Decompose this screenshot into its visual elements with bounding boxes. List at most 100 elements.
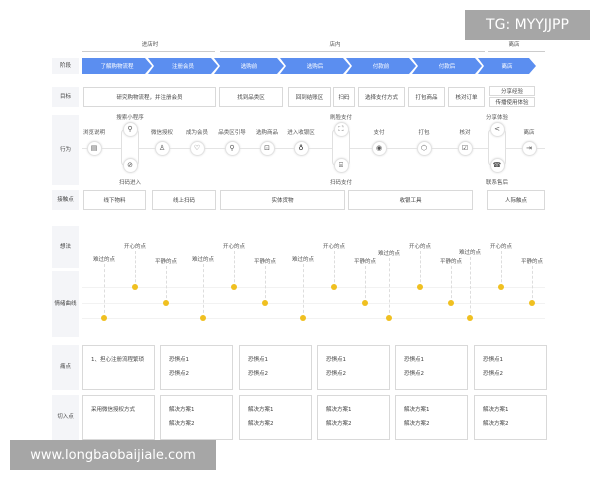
emotion-label: 难过的点 — [92, 257, 116, 263]
card-line: 解决方案1 — [248, 407, 274, 413]
opportunity-card: 解决方案1 解决方案2 — [395, 395, 468, 440]
emotion-dot — [498, 284, 504, 290]
goal-box: 打包商品 — [408, 87, 445, 107]
emotion-label: 难过的点 — [291, 257, 315, 263]
emotion-dot — [300, 315, 306, 321]
emotion-dot — [200, 315, 206, 321]
exit-icon[interactable]: ⇥ — [521, 140, 537, 156]
pain-point-card: 恐惧点1 恐惧点2 — [239, 345, 312, 390]
stage-1: 注册会员 — [148, 58, 218, 74]
behavior-label: 浏览说明 — [82, 130, 106, 136]
card-line: 解决方案1 — [404, 407, 430, 413]
touchpoint-box: 线上扫码 — [152, 190, 216, 210]
stage-6: 离店 — [478, 58, 536, 74]
emotion-label: 开心的点 — [322, 244, 346, 250]
row-label-behavior: 行为 — [52, 115, 79, 185]
behavior-label: 联系售后 — [485, 180, 509, 186]
goal-box: 分享经验 — [489, 86, 535, 96]
package-icon[interactable]: ⬡ — [416, 140, 432, 156]
emotion-connector — [470, 257, 471, 318]
behavior-label: 品类区引导 — [218, 130, 246, 136]
goal-box: 扫码 — [333, 87, 355, 107]
emotion-dot — [362, 300, 368, 306]
row-label-goal: 目标 — [52, 87, 79, 107]
card-line: 解决方案2 — [483, 421, 509, 427]
pain-point-card: 恐惧点1 恐惧点2 — [160, 345, 233, 390]
emotion-dot — [529, 300, 535, 306]
support-icon[interactable]: ☎ — [489, 157, 505, 173]
scan-icon[interactable]: ⌸ — [333, 157, 349, 173]
emotion-level-guide — [82, 303, 545, 304]
emotion-label: 开心的点 — [123, 244, 147, 250]
emotion-connector — [104, 264, 105, 318]
stage-3: 选购后 — [280, 58, 350, 74]
behavior-label: 选购商品 — [255, 130, 279, 136]
row-label-touchpoint: 接触点 — [52, 190, 79, 210]
card-line: 恐惧点2 — [404, 371, 424, 377]
emotion-dot — [467, 315, 473, 321]
emotion-connector — [265, 266, 266, 303]
emotion-label: 难过的点 — [191, 257, 215, 263]
touchpoint-box: 人际触点 — [487, 190, 545, 210]
share-icon[interactable]: < — [489, 121, 505, 137]
behavior-label: 分享体验 — [485, 115, 509, 121]
emotion-dot — [331, 284, 337, 290]
behavior-label: 微信授权 — [150, 130, 174, 136]
cart-icon[interactable]: ⊡ — [259, 140, 275, 156]
touchpoint-box: 收银工具 — [348, 190, 473, 210]
face-scan-icon[interactable]: ⛶ — [333, 121, 349, 137]
coin-icon[interactable]: ◉ — [371, 140, 387, 156]
emotion-dot — [417, 284, 423, 290]
card-line: 恐惧点2 — [248, 371, 268, 377]
user-icon[interactable]: ♙ — [154, 140, 170, 156]
phase-group-divider — [220, 51, 485, 52]
search-icon[interactable]: ⚲ — [122, 121, 138, 137]
card-line: 恐惧点2 — [326, 371, 346, 377]
watermark-bottom: www.longbaobaijiale.com — [10, 440, 216, 470]
stage-5: 付款后 — [412, 58, 482, 74]
money-bag-icon[interactable]: ♁ — [293, 140, 309, 156]
emotion-level-guide — [82, 318, 545, 319]
card-line: 恐惧点2 — [169, 371, 189, 377]
emotion-label: 难过的点 — [458, 250, 482, 256]
emotion-dot — [448, 300, 454, 306]
emotion-connector — [234, 251, 235, 287]
row-label-thought: 想法 — [52, 226, 79, 268]
phase-group-label: 离店 — [508, 42, 520, 48]
card-line: 解决方案1 — [483, 407, 509, 413]
location-pin-icon[interactable]: ⚲ — [224, 140, 240, 156]
emotion-dot — [231, 284, 237, 290]
opportunity-card: 解决方案1 解决方案2 — [160, 395, 233, 440]
emotion-label: 开心的点 — [222, 244, 246, 250]
emotion-connector — [203, 264, 204, 318]
goal-box: 选择支付方式 — [358, 87, 405, 107]
behavior-label: 扫码进入 — [118, 180, 142, 186]
heart-icon[interactable]: ♡ — [189, 140, 205, 156]
card-line: 解决方案1 — [169, 407, 195, 413]
emotion-connector — [451, 266, 452, 303]
emotion-connector — [501, 251, 502, 287]
emotion-label: 平静的点 — [353, 259, 377, 265]
phase-group-label: 进店时 — [141, 42, 159, 48]
behavior-label: 核对 — [459, 130, 471, 136]
emotion-connector — [334, 251, 335, 287]
behavior-flow-line — [82, 148, 545, 149]
compass-icon[interactable]: ⊘ — [122, 157, 138, 173]
pain-point-card: 恐惧点1 恐惧点2 — [317, 345, 390, 390]
emotion-dot — [132, 284, 138, 290]
document-icon[interactable]: ▤ — [86, 140, 102, 156]
phase-group-divider — [82, 51, 215, 52]
phase-group-divider — [488, 51, 545, 52]
pain-point-card: 恐惧点1 恐惧点2 — [474, 345, 547, 390]
emotion-connector — [389, 258, 390, 318]
emotion-label: 开心的点 — [408, 244, 432, 250]
behavior-label: 进入收银区 — [287, 130, 315, 136]
watermark-top: TG: MYYJJPP — [465, 10, 590, 40]
card-line: 解决方案2 — [248, 421, 274, 427]
touchpoint-box: 线下物料 — [83, 190, 146, 210]
card-line: 解决方案2 — [169, 421, 195, 427]
checklist-icon[interactable]: ☑ — [457, 140, 473, 156]
row-label-opportunity: 切入点 — [52, 395, 79, 440]
emotion-label: 平静的点 — [439, 259, 463, 265]
goal-box: 找到品类区 — [219, 87, 283, 107]
